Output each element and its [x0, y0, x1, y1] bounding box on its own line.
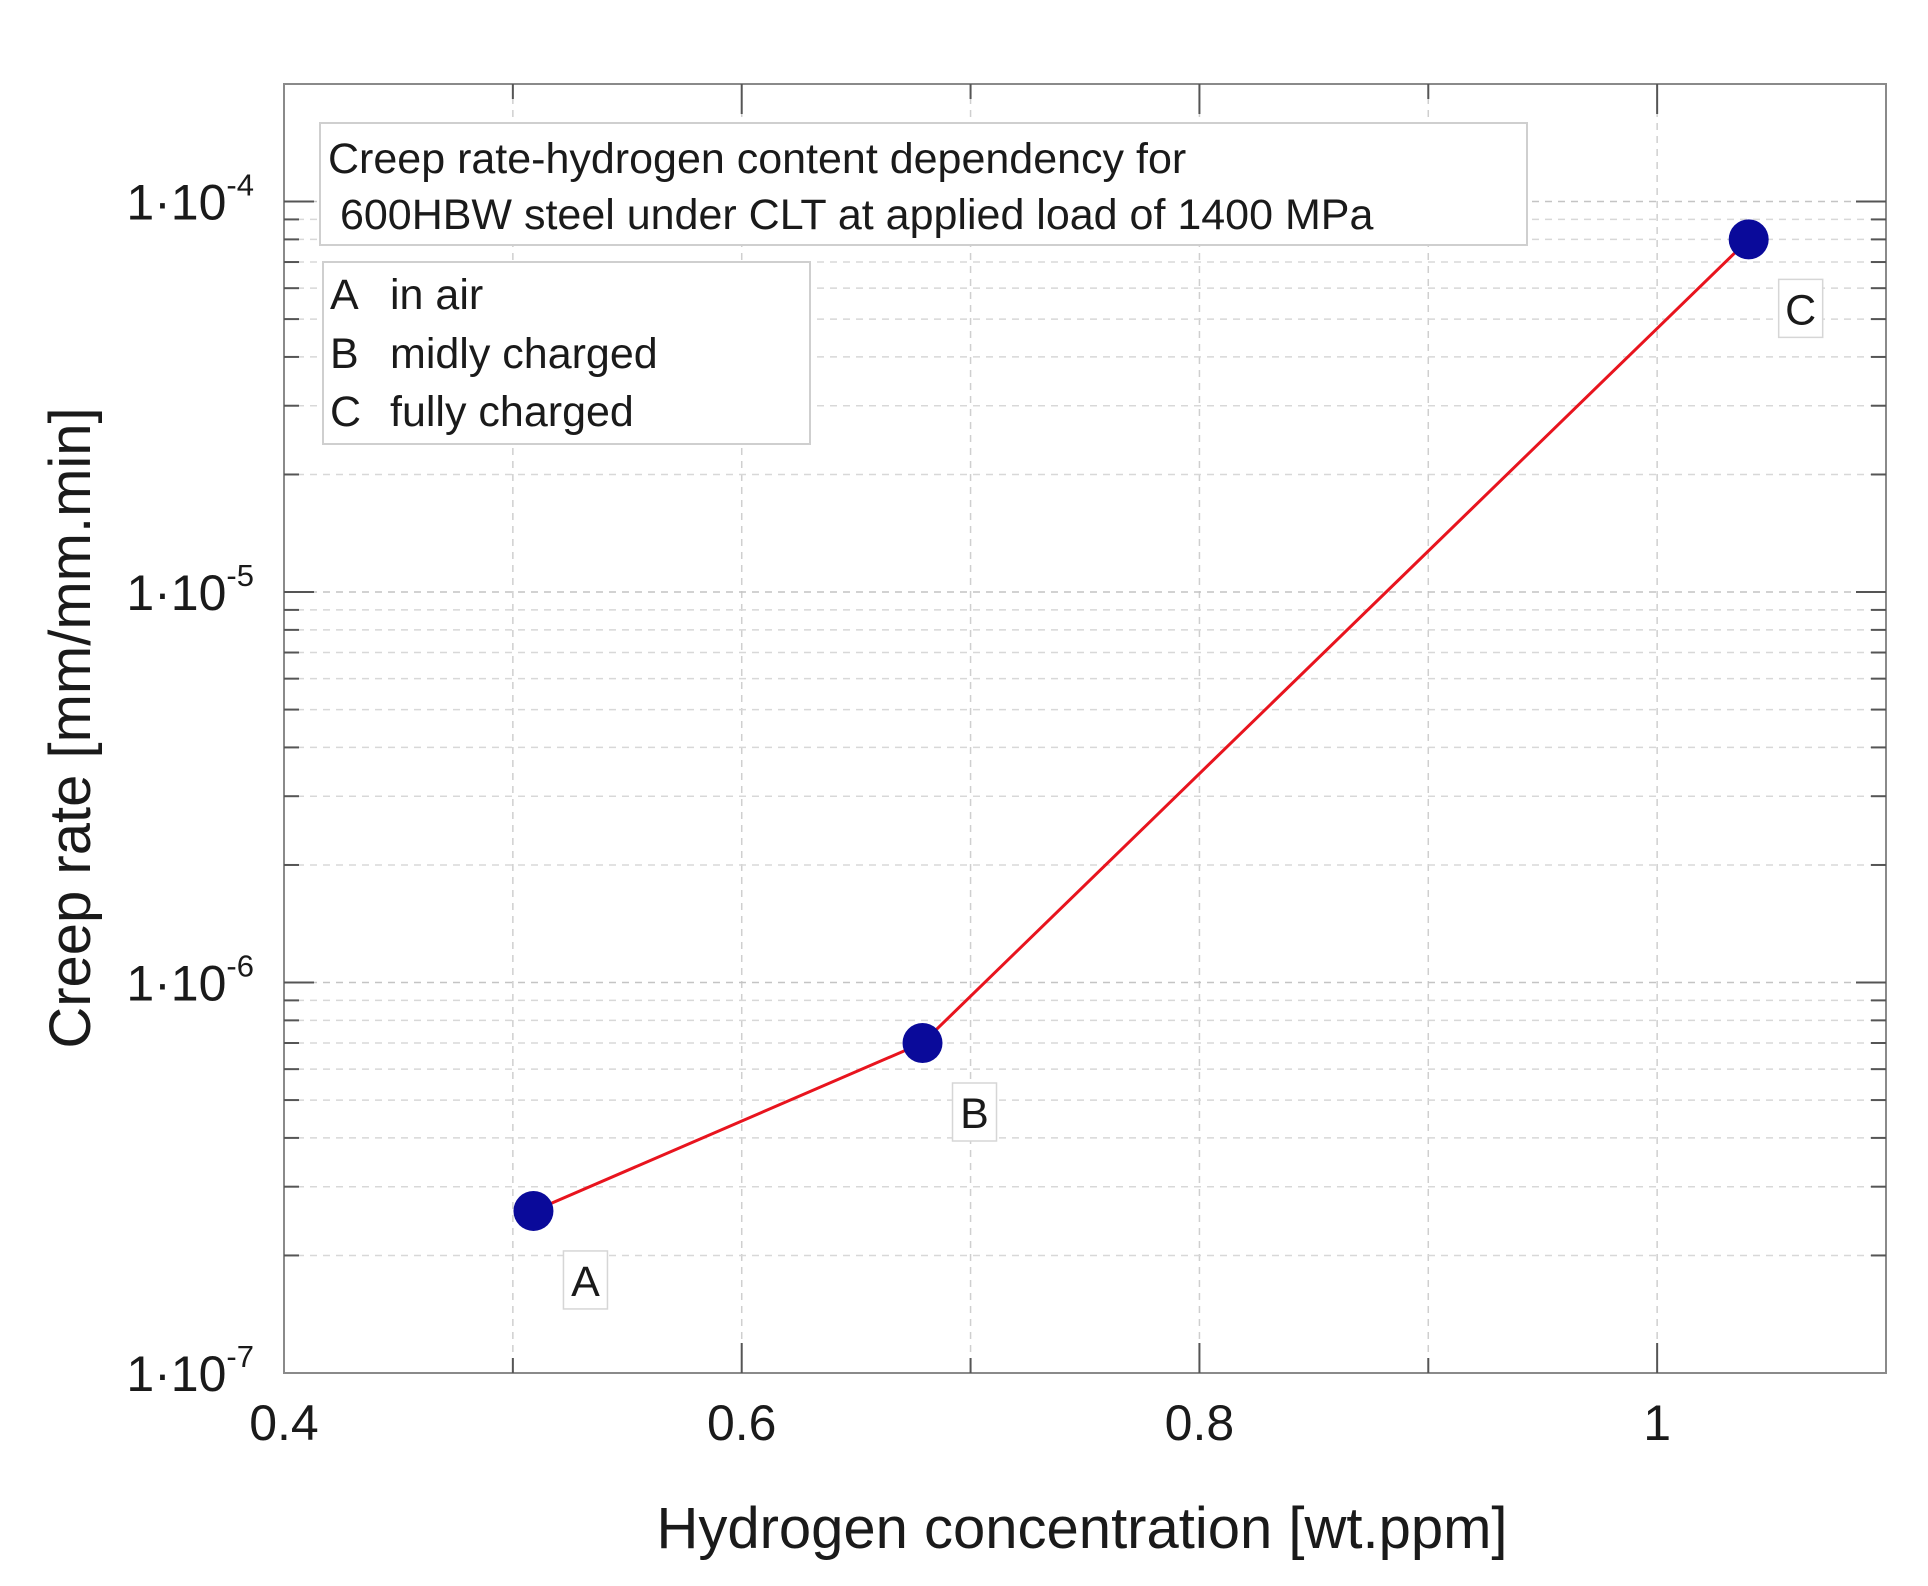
- point-label-text: B: [960, 1090, 989, 1138]
- x-tick-label: 0.6: [707, 1395, 777, 1451]
- point-label-a: A: [562, 1250, 609, 1310]
- y-tick-label: 1·10-5: [126, 558, 254, 621]
- data-point-b: [902, 1023, 943, 1064]
- y-tick-mantissa: 1·10: [126, 956, 226, 1012]
- legend-text-b: midly charged: [390, 330, 658, 378]
- y-tick-exponent: -5: [226, 558, 254, 593]
- point-label-b: B: [951, 1082, 998, 1142]
- y-tick-label: 1·10-6: [126, 949, 254, 1012]
- y-tick-exponent: -6: [226, 949, 254, 984]
- y-tick-mantissa: 1·10: [126, 1346, 226, 1402]
- y-tick-label: 1·10-7: [126, 1339, 254, 1402]
- x-tick-label: 0.4: [249, 1395, 319, 1451]
- y-tick-exponent: -7: [226, 1339, 254, 1374]
- point-label-box: [1777, 278, 1824, 339]
- y-tick-mantissa: 1·10: [126, 565, 226, 621]
- data-point-a: [513, 1190, 554, 1231]
- legend-box: A in air B midly charged C fully charged: [322, 261, 811, 445]
- y-tick-labels: 1·10-71·10-61·10-51·10-4: [126, 168, 254, 1402]
- point-label-box: [951, 1082, 998, 1142]
- y-tick-mantissa: 1·10: [126, 175, 226, 231]
- point-labels: A B C: [562, 278, 1824, 1310]
- x-axis-title: Hydrogen concentration [wt.ppm]: [656, 1496, 1507, 1561]
- legend-text-c: fully charged: [390, 388, 634, 436]
- y-tick-label: 1·10-4: [126, 168, 254, 231]
- axis-ticks: [284, 84, 1886, 1373]
- plot-frame: [283, 83, 1887, 1374]
- y-axis-title: Creep rate [mm/mm.min]: [38, 407, 103, 1048]
- point-label-box: [562, 1250, 609, 1310]
- y-tick-exponent: -4: [226, 168, 254, 203]
- legend-key-b: B: [330, 330, 359, 378]
- point-label-c: C: [1777, 278, 1824, 339]
- title-line-1: Creep rate-hydrogen content dependency f…: [328, 135, 1186, 183]
- x-tick-label: 1: [1643, 1395, 1671, 1451]
- legend-key-c: C: [330, 388, 361, 436]
- legend-text-a: in air: [390, 271, 483, 319]
- data-point-c: [1728, 219, 1769, 260]
- x-tick-labels: 0.4 0.6 0.8 1: [249, 1395, 1671, 1451]
- title-line-2: 600HBW steel under CLT at applied load o…: [328, 191, 1373, 239]
- title-box: Creep rate-hydrogen content dependency f…: [319, 122, 1528, 246]
- series-markers: [513, 219, 1769, 1231]
- point-label-text: A: [571, 1258, 600, 1306]
- legend-key-a: A: [330, 271, 359, 319]
- x-tick-label: 0.8: [1165, 1395, 1235, 1451]
- point-label-text: C: [1785, 286, 1816, 334]
